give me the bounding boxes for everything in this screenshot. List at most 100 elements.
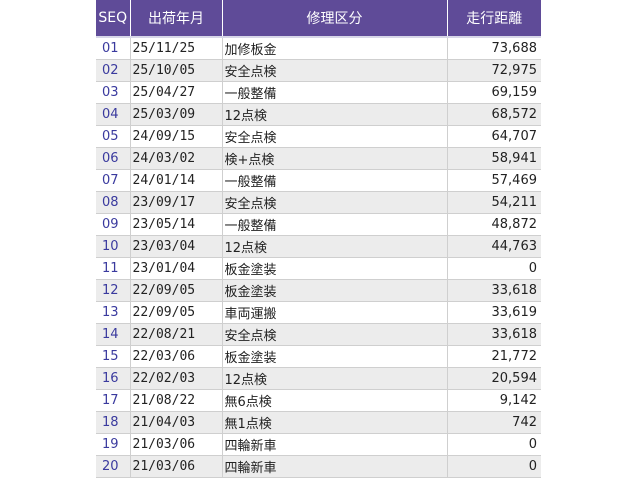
seq-cell: 11 bbox=[96, 257, 131, 280]
mileage-cell: 33,618 bbox=[447, 323, 541, 346]
repair-type-cell: 検+点検 bbox=[222, 147, 448, 170]
repair-type-cell: 一般整備 bbox=[222, 213, 448, 236]
service-history-table: SEQ 出荷年月 修理区分 走行距離 01 25/11/25 加修板金 73,688 0… bbox=[96, 0, 541, 478]
repair-type-cell: 板金塗装 bbox=[222, 279, 448, 302]
mileage-cell: 20,594 bbox=[447, 367, 541, 390]
shipping-date-cell: 24/03/02 bbox=[130, 147, 223, 170]
header-row: SEQ 出荷年月 修理区分 走行距離 bbox=[96, 0, 541, 37]
seq-cell: 03 bbox=[96, 81, 131, 104]
table-body: 01 25/11/25 加修板金 73,688 02 25/10/05 安全点検 72,975… bbox=[96, 37, 541, 478]
seq-cell: 20 bbox=[96, 455, 131, 478]
table-row: 11 23/01/04 板金塗装 0 bbox=[96, 257, 541, 280]
table-row: 06 24/03/02 検+点検 58,941 bbox=[96, 147, 541, 170]
repair-type-cell: 一般整備 bbox=[222, 81, 448, 104]
repair-type-cell: 12点検 bbox=[222, 103, 448, 126]
mileage-cell: 58,941 bbox=[447, 147, 541, 170]
mileage-cell: 48,872 bbox=[447, 213, 541, 236]
repair-type-cell: 加修板金 bbox=[222, 37, 448, 60]
table-row: 10 23/03/04 12点検 44,763 bbox=[96, 235, 541, 258]
table-row: 19 21/03/06 四輪新車 0 bbox=[96, 433, 541, 456]
shipping-date-cell: 24/09/15 bbox=[130, 125, 223, 148]
table-row: 15 22/03/06 板金塗装 21,772 bbox=[96, 345, 541, 368]
mileage-cell: 54,211 bbox=[447, 191, 541, 214]
seq-cell: 01 bbox=[96, 37, 131, 60]
seq-cell: 13 bbox=[96, 301, 131, 324]
seq-cell: 17 bbox=[96, 389, 131, 412]
mileage-cell: 73,688 bbox=[447, 37, 541, 60]
repair-type-cell: 板金塗装 bbox=[222, 257, 448, 280]
table-row: 17 21/08/22 無6点検 9,142 bbox=[96, 389, 541, 412]
repair-type-cell: 四輪新車 bbox=[222, 433, 448, 456]
table-row: 13 22/09/05 車両運搬 33,619 bbox=[96, 301, 541, 324]
shipping-date-cell: 25/03/09 bbox=[130, 103, 223, 126]
header-seq: SEQ bbox=[96, 0, 131, 37]
seq-cell: 10 bbox=[96, 235, 131, 258]
shipping-date-cell: 22/09/05 bbox=[130, 301, 223, 324]
shipping-date-cell: 21/03/06 bbox=[130, 433, 223, 456]
seq-cell: 04 bbox=[96, 103, 131, 126]
shipping-date-cell: 22/09/05 bbox=[130, 279, 223, 302]
repair-type-cell: 安全点検 bbox=[222, 323, 448, 346]
repair-type-cell: 一般整備 bbox=[222, 169, 448, 192]
mileage-cell: 9,142 bbox=[447, 389, 541, 412]
header-shipping-date: 出荷年月 bbox=[130, 0, 223, 37]
shipping-date-cell: 25/10/05 bbox=[130, 59, 223, 82]
shipping-date-cell: 22/03/06 bbox=[130, 345, 223, 368]
repair-type-cell: 車両運搬 bbox=[222, 301, 448, 324]
shipping-date-cell: 24/01/14 bbox=[130, 169, 223, 192]
mileage-cell: 69,159 bbox=[447, 81, 541, 104]
repair-type-cell: 無1点検 bbox=[222, 411, 448, 434]
seq-cell: 05 bbox=[96, 125, 131, 148]
table-header: SEQ 出荷年月 修理区分 走行距離 bbox=[96, 0, 541, 37]
mileage-cell: 64,707 bbox=[447, 125, 541, 148]
mileage-cell: 0 bbox=[447, 257, 541, 280]
shipping-date-cell: 25/11/25 bbox=[130, 37, 223, 60]
table-row: 03 25/04/27 一般整備 69,159 bbox=[96, 81, 541, 104]
mileage-cell: 57,469 bbox=[447, 169, 541, 192]
mileage-cell: 742 bbox=[447, 411, 541, 434]
mileage-cell: 72,975 bbox=[447, 59, 541, 82]
seq-cell: 09 bbox=[96, 213, 131, 236]
mileage-cell: 44,763 bbox=[447, 235, 541, 258]
table-row: 01 25/11/25 加修板金 73,688 bbox=[96, 37, 541, 60]
seq-cell: 18 bbox=[96, 411, 131, 434]
seq-cell: 08 bbox=[96, 191, 131, 214]
shipping-date-cell: 22/02/03 bbox=[130, 367, 223, 390]
service-history-table-container: SEQ 出荷年月 修理区分 走行距離 01 25/11/25 加修板金 73,688 0… bbox=[96, 0, 541, 478]
mileage-cell: 33,618 bbox=[447, 279, 541, 302]
table-row: 05 24/09/15 安全点検 64,707 bbox=[96, 125, 541, 148]
table-row: 09 23/05/14 一般整備 48,872 bbox=[96, 213, 541, 236]
repair-type-cell: 無6点検 bbox=[222, 389, 448, 412]
table-row: 16 22/02/03 12点検 20,594 bbox=[96, 367, 541, 390]
repair-type-cell: 安全点検 bbox=[222, 125, 448, 148]
repair-type-cell: 板金塗装 bbox=[222, 345, 448, 368]
mileage-cell: 33,619 bbox=[447, 301, 541, 324]
shipping-date-cell: 23/09/17 bbox=[130, 191, 223, 214]
shipping-date-cell: 21/03/06 bbox=[130, 455, 223, 478]
shipping-date-cell: 22/08/21 bbox=[130, 323, 223, 346]
table-row: 14 22/08/21 安全点検 33,618 bbox=[96, 323, 541, 346]
table-row: 12 22/09/05 板金塗装 33,618 bbox=[96, 279, 541, 302]
header-mileage: 走行距離 bbox=[447, 0, 541, 37]
table-row: 20 21/03/06 四輪新車 0 bbox=[96, 455, 541, 478]
mileage-cell: 0 bbox=[447, 455, 541, 478]
mileage-cell: 21,772 bbox=[447, 345, 541, 368]
seq-cell: 19 bbox=[96, 433, 131, 456]
header-repair-type: 修理区分 bbox=[222, 0, 448, 37]
table-row: 07 24/01/14 一般整備 57,469 bbox=[96, 169, 541, 192]
shipping-date-cell: 25/04/27 bbox=[130, 81, 223, 104]
shipping-date-cell: 23/03/04 bbox=[130, 235, 223, 258]
repair-type-cell: 12点検 bbox=[222, 367, 448, 390]
seq-cell: 14 bbox=[96, 323, 131, 346]
seq-cell: 15 bbox=[96, 345, 131, 368]
table-row: 02 25/10/05 安全点検 72,975 bbox=[96, 59, 541, 82]
shipping-date-cell: 23/01/04 bbox=[130, 257, 223, 280]
repair-type-cell: 安全点検 bbox=[222, 59, 448, 82]
repair-type-cell: 四輪新車 bbox=[222, 455, 448, 478]
seq-cell: 02 bbox=[96, 59, 131, 82]
mileage-cell: 68,572 bbox=[447, 103, 541, 126]
shipping-date-cell: 21/08/22 bbox=[130, 389, 223, 412]
seq-cell: 07 bbox=[96, 169, 131, 192]
seq-cell: 16 bbox=[96, 367, 131, 390]
mileage-cell: 0 bbox=[447, 433, 541, 456]
